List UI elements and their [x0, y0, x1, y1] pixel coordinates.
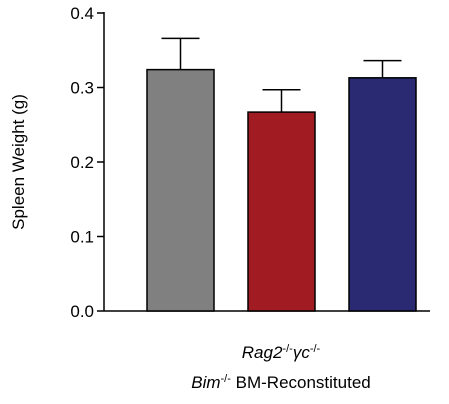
x-axis-label-part: -/- [221, 373, 232, 385]
x-axis-label-part: Bim [191, 373, 220, 392]
y-tick-label: 0.0 [70, 302, 94, 321]
x-axis-label: Bim-/- BM-Reconstituted [191, 373, 371, 392]
bar [146, 68, 215, 312]
y-tick-label: 0.2 [70, 153, 94, 172]
bar [247, 111, 316, 312]
x-axis-label-part: BM-Reconstituted [231, 373, 371, 392]
y-tick-label: 0.4 [70, 4, 94, 23]
x-axis-label-part: -/- [310, 343, 321, 355]
y-tick-label: 0.3 [70, 79, 94, 98]
x-axis-label: Rag2-/-γc-/- [242, 343, 321, 362]
x-axis-label-part: γc [293, 343, 311, 362]
bar [348, 77, 417, 312]
y-axis-label: Spleen Weight (g) [9, 94, 28, 230]
x-axis-label-part: Rag2 [242, 343, 283, 362]
x-axis-label-part: -/- [282, 343, 293, 355]
y-tick-label: 0.1 [70, 228, 94, 247]
